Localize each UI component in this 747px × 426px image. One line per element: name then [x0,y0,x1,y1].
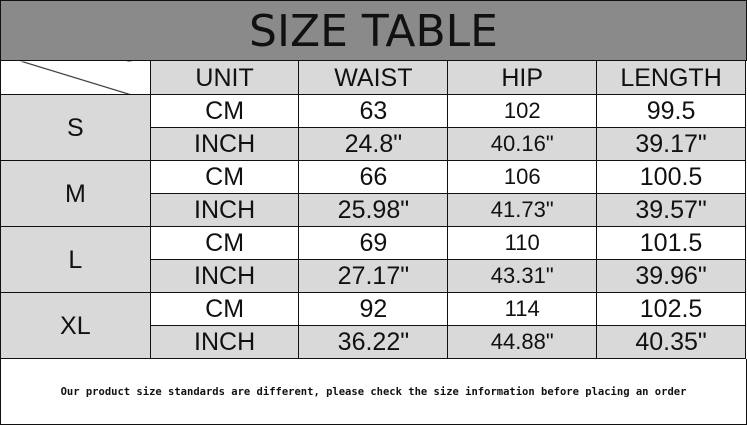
footer-note: Our product size standards are different… [0,359,747,425]
unit-cell: CM [149,160,300,194]
header-hip: HIP [447,60,598,95]
length-cell: 39.57" [596,193,746,227]
length-cell: 39.17" [596,127,746,161]
unit-cell: INCH [149,193,300,227]
waist-cell: 92 [298,292,449,326]
header-row: UNIT WAIST HIP LENGTH [0,60,746,95]
unit-cell: INCH [149,259,300,293]
size-label: M [0,160,151,227]
hip-cell: 43.31" [447,259,598,293]
size-label: L [0,226,151,293]
table-row: XL CM 92 114 102.5 [0,292,746,359]
hip-cell: 44.88" [447,325,598,359]
header-length: LENGTH [596,60,746,95]
length-cell: 102.5 [596,292,746,326]
size-label: XL [0,292,151,359]
table-row: INCH 36.22" 44.88" 40.35" [1,325,746,359]
unit-cell: CM [149,226,300,260]
waist-cell: 27.17" [298,259,449,293]
hip-cell: 106 [447,160,598,194]
length-cell: 100.5 [596,160,746,194]
table-row: S CM 63 102 99.5 [0,94,746,161]
hip-cell: 102 [447,94,598,128]
table-row: INCH 27.17" 43.31" 39.96" [1,259,746,293]
size-label: S [0,94,151,161]
table-row: INCH 24.8" 40.16" 39.17" [1,127,746,161]
table-row: M CM 66 106 100.5 [0,160,746,227]
length-cell: 99.5 [596,94,746,128]
hip-cell: 110 [447,226,598,260]
unit-cell: CM [149,94,300,128]
unit-cell: CM [149,292,300,326]
hip-cell: 40.16" [447,127,598,161]
length-cell: 39.96" [596,259,746,293]
length-cell: 40.35" [596,325,746,359]
diagonal-corner-cell [0,60,151,95]
header-unit: UNIT [149,60,300,95]
waist-cell: 36.22" [298,325,449,359]
header-waist: WAIST [298,60,449,95]
hip-cell: 41.73" [447,193,598,227]
length-cell: 101.5 [596,226,746,260]
unit-cell: INCH [149,127,300,161]
size-table: UNIT WAIST HIP LENGTH S CM 63 102 99.5 INCH 24… [0,60,746,359]
unit-cell: INCH [149,325,300,359]
table-row: INCH 25.98" 41.73" 39.57" [1,193,746,227]
waist-cell: 25.98" [298,193,449,227]
waist-cell: 24.8" [298,127,449,161]
table-row: L CM 69 110 101.5 [0,226,746,293]
waist-cell: 63 [298,94,449,128]
hip-cell: 114 [447,292,598,326]
waist-cell: 66 [298,160,449,194]
table-title: SIZE TABLE [0,0,747,61]
waist-cell: 69 [298,226,449,260]
